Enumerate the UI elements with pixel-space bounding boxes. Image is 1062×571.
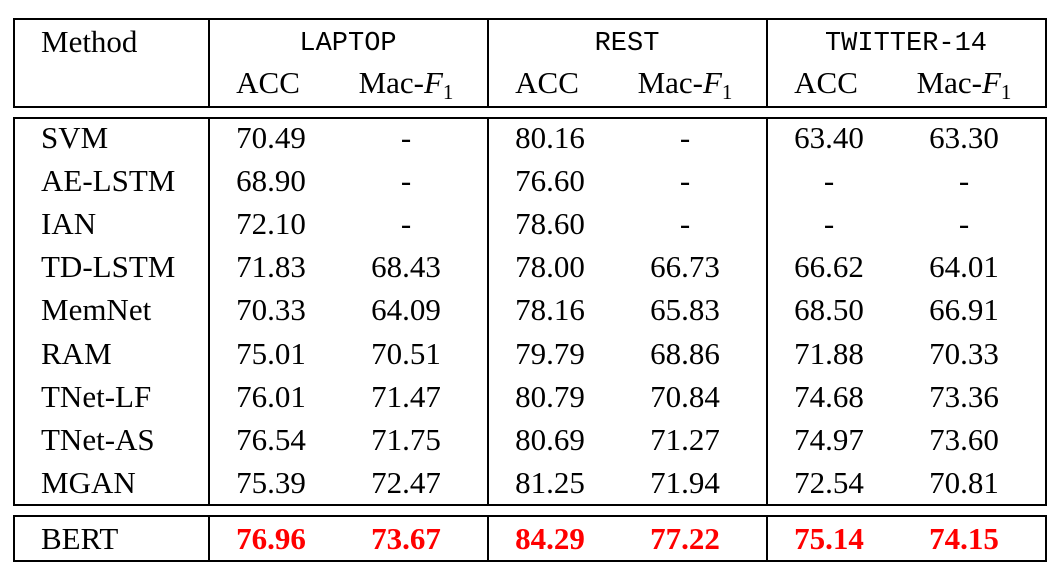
bert-method: BERT — [41, 521, 119, 556]
row-value: - — [958, 163, 970, 199]
column-separator — [208, 18, 210, 108]
row-value: 72.10 — [236, 206, 306, 242]
row-value: - — [400, 206, 412, 242]
row-value: 64.01 — [929, 249, 999, 285]
row-value: 70.33 — [929, 335, 999, 371]
row-value: 76.01 — [236, 378, 306, 414]
row-value: 71.83 — [236, 249, 306, 285]
row-method: TNet-AS — [41, 421, 155, 457]
header-dataset-rest: REST — [594, 29, 660, 59]
bert-value: 75.14 — [794, 521, 864, 556]
row-value: 71.94 — [650, 464, 720, 500]
row-value: 63.30 — [929, 120, 999, 155]
row-method: AE-LSTM — [41, 163, 176, 199]
row-value: 68.86 — [650, 335, 720, 371]
row-value: 68.50 — [794, 292, 864, 328]
row-value: - — [679, 120, 691, 155]
bert-value: 77.22 — [650, 521, 720, 556]
row-value: 66.62 — [794, 249, 864, 285]
row-value: 75.39 — [236, 464, 306, 500]
header-mac-f1: Mac-F1 — [358, 65, 454, 104]
column-separator — [766, 515, 768, 562]
bert-value: 73.67 — [371, 521, 441, 556]
header-dataset-laptop: LAPTOP — [299, 29, 397, 59]
row-value: 66.73 — [650, 249, 720, 285]
row-value: 79.79 — [515, 335, 585, 371]
column-separator — [208, 117, 210, 506]
row-value: 76.54 — [236, 421, 306, 457]
row-value: 71.88 — [794, 335, 864, 371]
row-value: 70.51 — [371, 335, 441, 371]
row-value: 76.60 — [515, 163, 585, 199]
row-value: - — [400, 163, 412, 199]
column-separator — [208, 515, 210, 562]
row-value: - — [958, 206, 970, 242]
header-method: Method — [41, 24, 138, 59]
row-value: 65.83 — [650, 292, 720, 328]
row-value: - — [400, 120, 412, 155]
row-value: 70.33 — [236, 292, 306, 328]
row-value: 71.27 — [650, 421, 720, 457]
row-value: 72.54 — [794, 464, 864, 500]
row-value: - — [679, 163, 691, 199]
column-separator — [766, 117, 768, 506]
row-value: 74.68 — [794, 378, 864, 414]
bert-value: 74.15 — [929, 521, 999, 556]
table-body-frame — [13, 117, 1047, 506]
row-value: - — [679, 206, 691, 242]
table-bert-frame — [13, 515, 1047, 562]
row-value: 80.79 — [515, 378, 585, 414]
row-value: 63.40 — [794, 120, 864, 155]
row-value: - — [823, 206, 835, 242]
row-method: MemNet — [41, 292, 152, 328]
row-value: - — [823, 163, 835, 199]
row-method: TD-LSTM — [41, 249, 176, 285]
column-separator — [487, 18, 489, 108]
column-separator — [487, 117, 489, 506]
row-method: IAN — [41, 206, 97, 242]
bert-value: 84.29 — [515, 521, 585, 556]
row-method: SVM — [41, 120, 109, 155]
header-dataset-twitter: TWITTER-14 — [824, 29, 988, 59]
row-value: 80.69 — [515, 421, 585, 457]
row-value: 78.16 — [515, 292, 585, 328]
row-value: 72.47 — [371, 464, 441, 500]
row-value: 70.81 — [929, 464, 999, 500]
header-acc: ACC — [515, 65, 579, 100]
column-separator — [766, 18, 768, 108]
row-value: 70.49 — [236, 120, 306, 155]
row-method: RAM — [41, 335, 112, 371]
header-acc: ACC — [794, 65, 858, 100]
column-separator — [487, 515, 489, 562]
row-value: 68.43 — [371, 249, 441, 285]
table-header-frame — [13, 18, 1047, 108]
row-value: 64.09 — [371, 292, 441, 328]
bert-value: 76.96 — [236, 521, 306, 556]
row-value: 66.91 — [929, 292, 999, 328]
row-value: 74.97 — [794, 421, 864, 457]
row-value: 78.60 — [515, 206, 585, 242]
row-value: 73.60 — [929, 421, 999, 457]
row-value: 68.90 — [236, 163, 306, 199]
row-value: 81.25 — [515, 464, 585, 500]
row-value: 80.16 — [515, 120, 585, 155]
header-mac-f1: Mac-F1 — [916, 65, 1012, 104]
row-value: 73.36 — [929, 378, 999, 414]
header-acc: ACC — [236, 65, 300, 100]
row-method: MGAN — [41, 464, 136, 500]
row-value: 71.75 — [371, 421, 441, 457]
row-method: TNet-LF — [41, 378, 152, 414]
row-value: 78.00 — [515, 249, 585, 285]
row-value: 70.84 — [650, 378, 720, 414]
header-mac-f1: Mac-F1 — [637, 65, 733, 104]
row-value: 75.01 — [236, 335, 306, 371]
row-value: 71.47 — [371, 378, 441, 414]
